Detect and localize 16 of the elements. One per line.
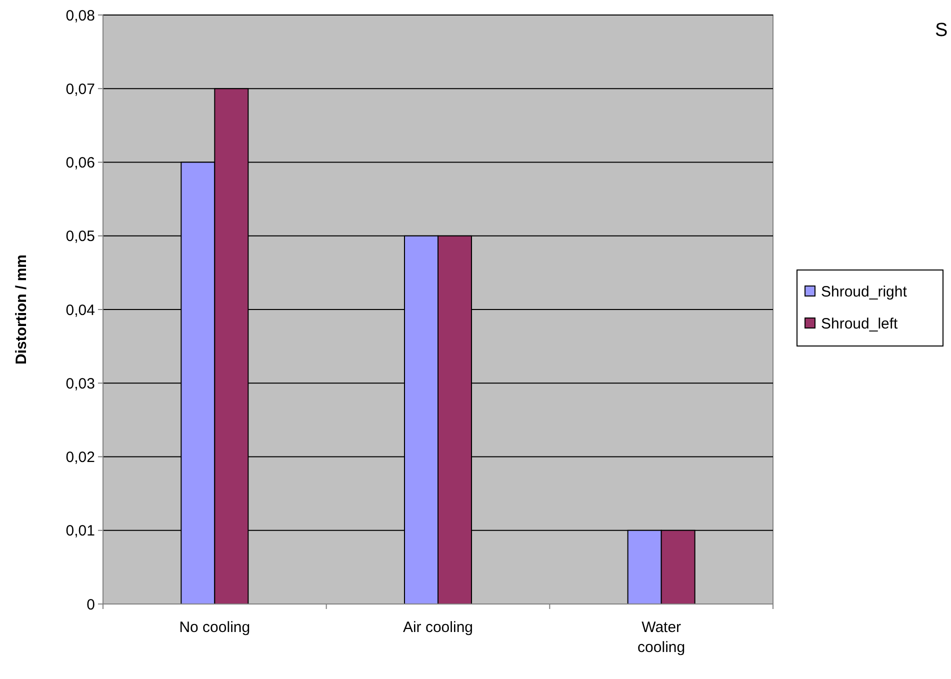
x-tick-label: Air cooling bbox=[402, 619, 474, 636]
text: S bbox=[935, 20, 948, 41]
x-tick-label: Water cooling bbox=[638, 619, 686, 656]
y-tick-label: 0,07 bbox=[66, 80, 95, 98]
y-tick-label: 0,06 bbox=[66, 154, 95, 172]
y-tick-label: 0,05 bbox=[66, 228, 95, 246]
y-tick-label: 0,01 bbox=[66, 522, 95, 540]
y-tick-label: 0,08 bbox=[66, 7, 95, 24]
y-tick-label: 0,04 bbox=[66, 302, 95, 319]
y-axis-title: Distortion / mm bbox=[13, 254, 30, 365]
legend-label: Shroud_left bbox=[821, 315, 899, 332]
y-tick-label: 0,03 bbox=[66, 375, 95, 392]
y-tick-label: 0 bbox=[86, 596, 95, 614]
legend-label: Shroud_right bbox=[821, 283, 908, 300]
x-tick-label: No cooling bbox=[179, 619, 250, 636]
y-tick-label: 0,02 bbox=[66, 449, 95, 466]
